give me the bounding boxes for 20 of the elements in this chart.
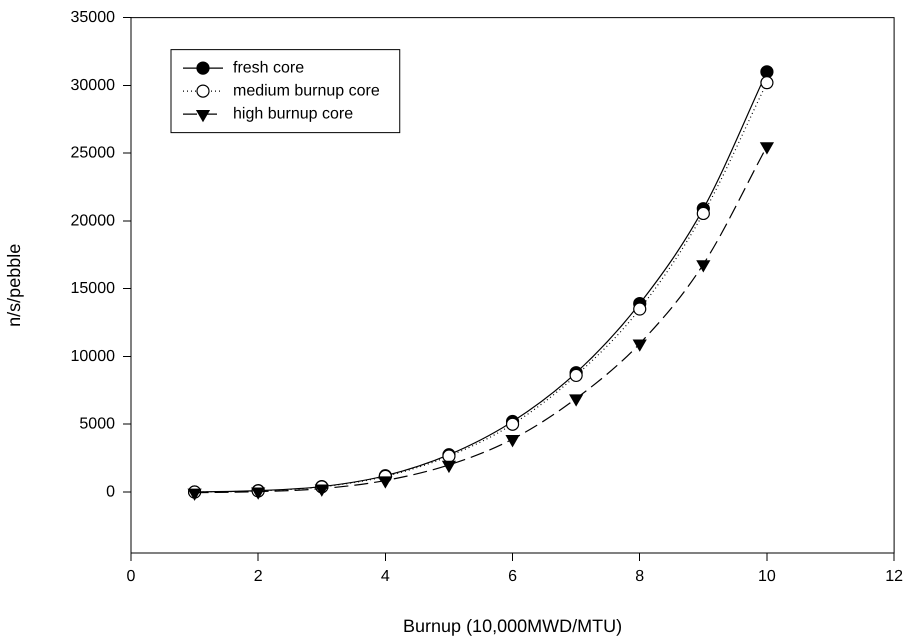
legend-label: high burnup core <box>233 106 354 123</box>
x-tick-label: 8 <box>635 568 644 586</box>
x-tick-label: 4 <box>380 568 390 586</box>
y-tick-label: 10000 <box>70 348 116 365</box>
legend-label: medium burnup core <box>233 82 380 100</box>
y-tick-label: 20000 <box>70 212 116 230</box>
y-tick-label: 35000 <box>70 9 116 26</box>
x-axis-title: Burnup (10,000MWD/MTU) <box>403 616 622 636</box>
y-tick-label: 15000 <box>70 280 116 298</box>
y-tick-label: 5000 <box>79 416 116 433</box>
legend-label: fresh core <box>233 60 304 77</box>
x-tick-label: 2 <box>254 568 263 586</box>
y-tick-label: 0 <box>106 483 116 500</box>
y-tick-label: 30000 <box>70 76 116 94</box>
y-tick-label: 25000 <box>70 144 116 162</box>
x-tick-label: 6 <box>508 568 518 586</box>
y-axis-title: n/s/pebble <box>4 244 24 327</box>
x-tick-label: 10 <box>758 568 776 586</box>
x-tick-label: 12 <box>885 568 904 586</box>
x-tick-label: 0 <box>126 568 136 586</box>
